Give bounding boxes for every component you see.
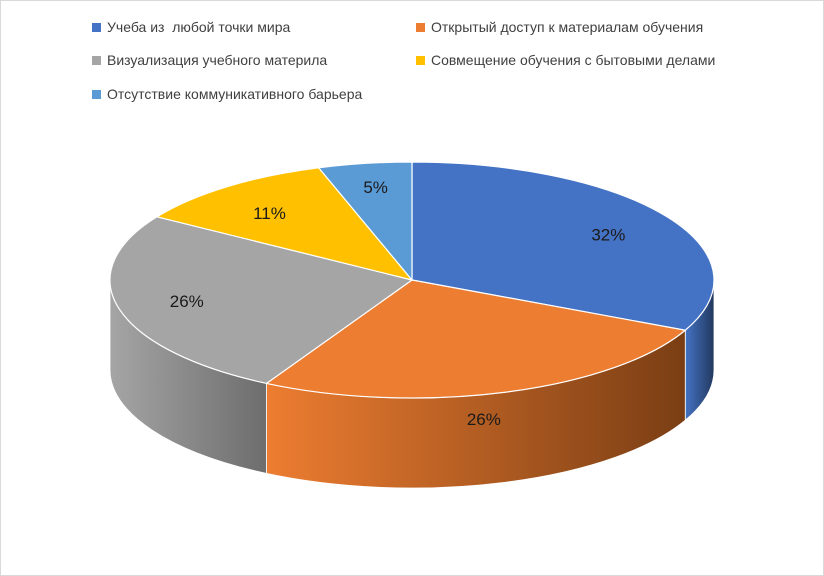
pie-data-labels: 32% 26% 26% 11% 5% bbox=[170, 178, 626, 429]
legend-item-4: Совмещение обучения с бытовыми делами bbox=[416, 52, 715, 68]
legend-item-1: Учеба из любой точки мира bbox=[92, 19, 290, 35]
legend-label-3: Визуализация учебного материла bbox=[107, 52, 328, 68]
pie-slice-5 bbox=[318, 161, 413, 281]
legend-swatch-5 bbox=[92, 89, 101, 99]
pie-slice-4 bbox=[156, 167, 413, 281]
legend-swatch-3 bbox=[92, 55, 101, 65]
pie-slice-3 bbox=[109, 216, 413, 384]
legend-swatch-1 bbox=[92, 22, 101, 32]
pie-slices bbox=[109, 161, 715, 399]
data-label-5: 5% bbox=[363, 178, 388, 197]
pie-sides bbox=[109, 279, 715, 489]
legend-label-5: Отсутствие коммуникативного барьера bbox=[107, 86, 363, 102]
legend-label-4: Совмещение обучения с бытовыми делами bbox=[431, 52, 716, 68]
legend-item-2: Открытый доступ к материалам обучения bbox=[416, 19, 703, 35]
legend-label-2: Открытый доступ к материалам обучения bbox=[431, 19, 704, 35]
data-label-4: 11% bbox=[253, 204, 286, 223]
legend-label-1: Учеба из любой точки мира bbox=[107, 19, 291, 35]
legend-swatch-2 bbox=[416, 22, 425, 32]
data-label-3: 26% bbox=[170, 292, 204, 311]
legend-item-5: Отсутствие коммуникативного барьера bbox=[92, 86, 362, 102]
chart-legend: Учеба из любой точки мира Открытый досту… bbox=[0, 0, 824, 110]
data-label-2: 26% bbox=[467, 410, 501, 429]
legend-item-3: Визуализация учебного материла bbox=[92, 52, 327, 68]
pie-slice-1 bbox=[411, 161, 715, 331]
data-label-1: 32% bbox=[591, 225, 625, 244]
legend-swatch-4 bbox=[416, 55, 425, 65]
